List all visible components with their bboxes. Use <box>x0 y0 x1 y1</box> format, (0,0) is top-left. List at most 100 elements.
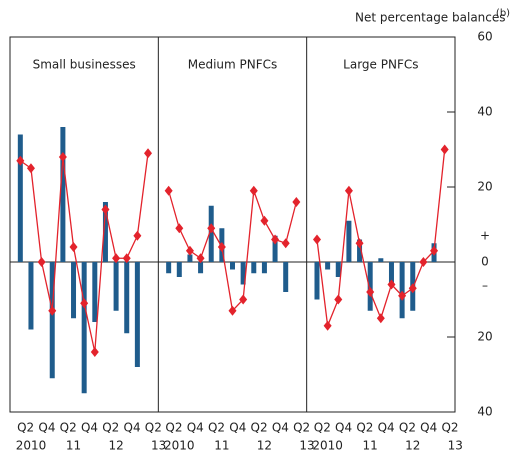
bar <box>346 220 352 262</box>
marker <box>312 234 321 245</box>
year-label: 11 <box>66 439 81 453</box>
marker <box>430 245 439 256</box>
year-label: 13 <box>151 439 166 453</box>
bar <box>134 262 140 367</box>
x-tick-label: Q4 <box>38 421 55 435</box>
year-label: 2010 <box>164 439 195 453</box>
y-tick-label: 20 <box>477 180 492 194</box>
y-tick-label: 20 <box>477 330 492 344</box>
bar <box>49 262 55 379</box>
bar <box>335 262 341 277</box>
marker <box>376 313 385 324</box>
bar <box>92 262 98 322</box>
marker <box>355 238 364 249</box>
x-tick-label: Q2 <box>17 421 34 435</box>
bar <box>314 262 320 300</box>
bar <box>124 262 130 334</box>
marker <box>69 242 78 252</box>
bar <box>357 239 363 262</box>
x-tick-label: Q4 <box>378 421 395 435</box>
x-tick-label: Q2 <box>441 421 458 435</box>
marker <box>58 152 67 162</box>
marker <box>207 223 216 234</box>
bar <box>272 235 278 262</box>
bar <box>283 262 289 292</box>
chart-title: Net percentage balances <box>355 11 506 25</box>
year-label: 11 <box>214 439 229 453</box>
marker <box>217 242 226 252</box>
marker <box>80 298 89 309</box>
marker <box>292 197 301 207</box>
y-tick-label: 60 <box>477 30 492 44</box>
marker <box>249 185 258 196</box>
marker <box>387 279 396 290</box>
x-tick-label: Q2 <box>145 421 162 435</box>
bar <box>198 262 204 274</box>
marker <box>196 253 205 264</box>
marker <box>122 253 131 264</box>
sign-plus: + <box>480 229 490 243</box>
x-tick-label: Q4 <box>81 421 98 435</box>
y-tick-label: 0 <box>481 255 489 269</box>
bar <box>388 262 394 285</box>
x-tick-label: Q4 <box>420 421 437 435</box>
marker <box>48 305 57 316</box>
marker <box>239 294 248 305</box>
x-tick-label: Q2 <box>165 421 182 435</box>
bar <box>240 262 246 285</box>
x-tick-label: Q2 <box>314 421 331 435</box>
x-tick-label: Q4 <box>272 421 289 435</box>
marker <box>323 320 332 331</box>
bar <box>17 134 23 262</box>
x-tick-label: Q2 <box>102 421 119 435</box>
bar <box>367 262 373 311</box>
x-tick-label: Q2 <box>293 421 310 435</box>
marker <box>228 305 237 316</box>
sign-minus: – <box>482 279 488 293</box>
marker <box>164 185 173 196</box>
marker <box>260 215 269 226</box>
panel-title: Medium PNFCs <box>188 58 278 72</box>
y-tick-label: 40 <box>477 405 492 419</box>
x-tick-label: Q2 <box>208 421 225 435</box>
year-label: 2010 <box>16 439 47 453</box>
x-tick-label: Q2 <box>60 421 77 435</box>
year-label: 12 <box>108 439 123 453</box>
title-note: (b) <box>496 8 510 19</box>
x-tick-label: Q4 <box>124 421 141 435</box>
bar <box>81 262 87 394</box>
marker <box>90 347 99 357</box>
bar <box>325 262 331 270</box>
year-label: 13 <box>448 439 463 453</box>
x-tick-label: Q2 <box>356 421 373 435</box>
bar <box>208 205 214 262</box>
x-tick-label: Q4 <box>335 421 352 435</box>
bar <box>28 262 34 330</box>
x-tick-label: Q4 <box>229 421 246 435</box>
year-label: 12 <box>257 439 272 453</box>
marker <box>419 257 428 267</box>
x-tick-label: Q2 <box>251 421 268 435</box>
year-label: 2010 <box>312 439 343 453</box>
x-tick-label: Q4 <box>187 421 204 435</box>
bar <box>378 258 384 262</box>
marker <box>16 155 25 166</box>
bar <box>261 262 267 274</box>
x-tick-label: Q2 <box>399 421 416 435</box>
marker <box>408 283 417 294</box>
panel-title: Small businesses <box>33 58 136 72</box>
marker <box>281 238 290 249</box>
marker <box>440 144 449 155</box>
marker <box>112 253 121 264</box>
bar <box>113 262 119 311</box>
bar <box>251 262 257 274</box>
year-label: 12 <box>405 439 420 453</box>
marker <box>334 294 343 305</box>
marker <box>185 245 194 256</box>
marker <box>175 223 184 234</box>
marker <box>398 290 407 301</box>
bar <box>399 262 405 319</box>
marker <box>37 257 46 267</box>
year-label: 11 <box>363 439 378 453</box>
marker <box>133 230 142 241</box>
